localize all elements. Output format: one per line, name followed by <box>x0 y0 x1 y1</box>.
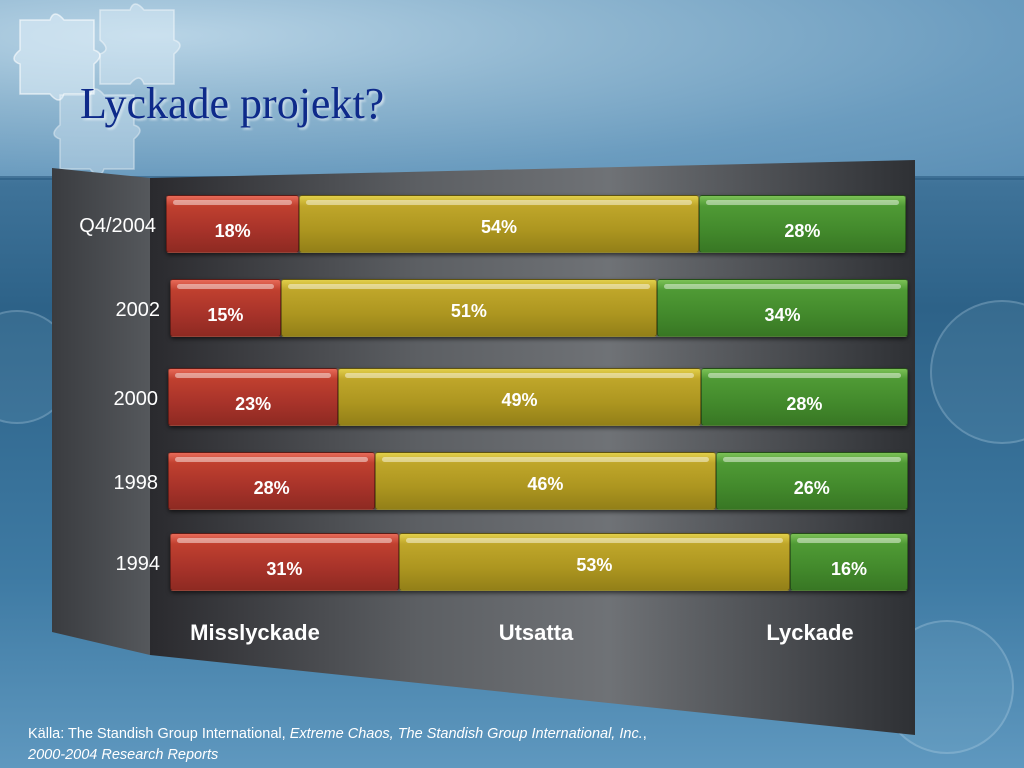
data-label: 51% <box>450 301 487 321</box>
source-italic: Extreme Chaos, The Standish Group Intern… <box>289 726 643 742</box>
row-label: 2002 <box>115 299 161 321</box>
source-citation: Källa: The Standish Group International,… <box>28 724 648 766</box>
data-label: 15% <box>207 305 244 325</box>
bar-highlight <box>796 538 901 543</box>
puzzle-pieces-icon <box>13 3 181 176</box>
data-label: 26% <box>793 478 830 498</box>
source-middle: , <box>642 726 647 742</box>
source-prefix: Källa: The Standish Group International, <box>28 726 290 742</box>
data-label: 18% <box>214 221 251 241</box>
bar-highlight <box>345 373 694 378</box>
bar-segment-challenged <box>280 279 658 337</box>
row-label: 2000 <box>113 388 159 410</box>
bar-row <box>170 279 908 337</box>
bar-segment-success <box>657 279 908 337</box>
bar-highlight <box>664 284 901 289</box>
bar-segment-challenged <box>338 368 701 426</box>
bar-highlight <box>287 284 651 289</box>
bar-segment-success <box>715 452 908 510</box>
bar-row <box>168 452 908 510</box>
bar-segment-failed <box>168 452 376 510</box>
legend-label-failed: Misslyckade <box>190 620 320 645</box>
data-label: 16% <box>830 559 867 579</box>
bar-highlight <box>177 284 274 289</box>
data-label: 28% <box>786 394 823 414</box>
bar-segment-success <box>789 533 908 591</box>
bar-highlight <box>722 457 901 462</box>
bar-highlight <box>177 538 392 543</box>
slide-title: Lyckade projekt? <box>80 79 385 128</box>
bar-row <box>170 533 908 591</box>
data-label: 28% <box>784 221 821 241</box>
data-label: 23% <box>235 394 272 414</box>
bar-segment-failed <box>170 279 281 337</box>
bar-highlight <box>175 457 369 462</box>
row-label: Q4/2004 <box>79 215 156 237</box>
legend-label-success: Lyckade <box>766 620 854 645</box>
bar-segment-challenged <box>398 533 790 591</box>
bar-segment-challenged <box>375 452 716 510</box>
data-label: 34% <box>764 305 801 325</box>
bar-segment-failed <box>166 195 300 253</box>
bar-highlight <box>173 200 293 205</box>
bar-highlight <box>306 200 692 205</box>
legend-label-challenged: Utsatta <box>498 620 574 645</box>
data-label: 53% <box>576 555 613 575</box>
bar-segment-challenged <box>299 195 699 253</box>
bar-segment-failed <box>168 368 339 426</box>
bar-row <box>168 368 908 426</box>
bar-segment-success <box>700 368 908 426</box>
data-label: 28% <box>253 478 290 498</box>
bar-highlight <box>705 200 899 205</box>
bar-highlight <box>382 457 709 462</box>
row-label: 1998 <box>113 472 159 494</box>
bar-segment-failed <box>170 533 399 591</box>
source-italic-2: 2000-2004 Research Reports <box>28 747 219 763</box>
bar-highlight <box>175 373 332 378</box>
bar-highlight <box>707 373 901 378</box>
header-band <box>0 0 1024 178</box>
bar-segment-success <box>698 195 906 253</box>
data-label: 31% <box>266 559 303 579</box>
data-label: 49% <box>501 390 538 410</box>
row-label: 1994 <box>115 553 161 575</box>
data-label: 46% <box>527 474 564 494</box>
bar-row <box>166 195 906 253</box>
bar-highlight <box>405 538 783 543</box>
data-label: 54% <box>480 217 518 237</box>
